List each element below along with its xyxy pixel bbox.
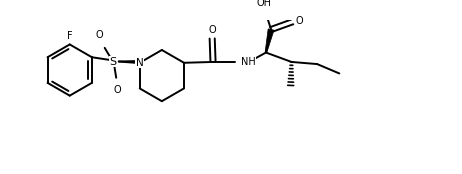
Text: O: O xyxy=(209,25,216,35)
Text: OH: OH xyxy=(257,0,272,8)
Text: O: O xyxy=(96,30,103,40)
Text: O: O xyxy=(114,85,122,95)
Text: NH: NH xyxy=(241,57,256,67)
Polygon shape xyxy=(265,29,274,53)
Text: S: S xyxy=(109,57,117,66)
Text: O: O xyxy=(295,15,303,26)
Text: F: F xyxy=(67,31,73,41)
Text: N: N xyxy=(136,58,144,68)
